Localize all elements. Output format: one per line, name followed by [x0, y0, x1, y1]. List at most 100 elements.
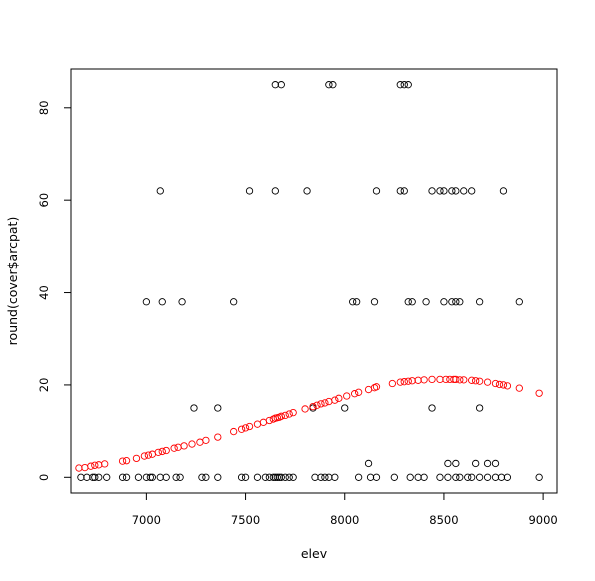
observed-point	[285, 473, 293, 481]
observed-point	[103, 473, 111, 481]
fitted-point	[475, 377, 484, 385]
observed-point	[464, 473, 472, 481]
observed-point	[352, 298, 361, 306]
observed-point	[317, 473, 325, 481]
observed-point	[390, 473, 398, 481]
fitted-point	[87, 462, 95, 470]
x-axis-label: elev	[301, 546, 328, 561]
observed-point	[354, 473, 363, 481]
fitted-point	[354, 388, 363, 396]
observed-point	[503, 473, 512, 481]
observed-point	[134, 473, 143, 481]
observed-point	[142, 298, 151, 306]
observed-point	[456, 473, 464, 481]
x-tick-label: 7500	[231, 513, 260, 527]
fitted-point	[91, 461, 99, 469]
fitted-point	[428, 375, 436, 384]
fitted-point	[335, 394, 343, 402]
fitted-point	[237, 425, 246, 433]
fitted-point	[140, 452, 149, 460]
fitted-point	[158, 447, 166, 456]
fitted-point	[313, 401, 321, 409]
observed-point	[428, 187, 436, 195]
observed-point	[253, 473, 262, 481]
y-tick-label: 40	[37, 285, 51, 300]
fitted-point	[452, 375, 460, 384]
observed-point	[214, 473, 222, 481]
fitted-point	[317, 400, 325, 408]
x-tick-label: 7000	[132, 513, 161, 527]
fitted-point	[472, 377, 480, 385]
fitted-point	[281, 411, 289, 420]
fitted-point	[214, 433, 222, 441]
fitted-point	[495, 380, 504, 389]
fitted-point	[468, 376, 476, 384]
observed-point	[91, 473, 99, 481]
observed-point	[404, 81, 412, 89]
observed-point	[341, 404, 349, 412]
observed-point	[176, 473, 184, 481]
observed-point	[483, 459, 492, 468]
observed-point	[420, 473, 428, 481]
fitted-point	[351, 390, 359, 398]
observed-point	[329, 81, 337, 89]
fitted-point	[515, 384, 523, 392]
fitted-point	[396, 378, 404, 386]
observed-point	[202, 473, 210, 481]
fitted-point	[180, 442, 188, 450]
observed-point	[198, 473, 206, 481]
observed-point	[400, 81, 408, 89]
fitted-point	[285, 410, 293, 418]
fitted-point	[499, 381, 508, 389]
fitted-point	[372, 383, 381, 391]
observed-point	[148, 473, 156, 481]
y-tick-label: 60	[37, 193, 51, 208]
fitted-point	[162, 446, 170, 455]
observed-point	[146, 473, 154, 481]
observed-point	[122, 473, 131, 481]
observed-point	[448, 298, 456, 306]
fitted-point	[388, 379, 397, 388]
observed-point	[396, 187, 404, 195]
observed-point	[349, 298, 357, 306]
observed-point	[515, 298, 523, 306]
observed-point	[422, 298, 430, 306]
observed-point	[370, 298, 379, 306]
fitted-point	[460, 376, 468, 384]
fitted-point	[170, 444, 178, 452]
fitted-point	[188, 440, 196, 448]
observed-point	[261, 473, 270, 481]
observed-point	[452, 473, 460, 481]
y-tick-label: 20	[37, 378, 51, 393]
fitted-point	[144, 451, 153, 459]
observed-point	[475, 404, 484, 412]
observed-point	[230, 298, 238, 306]
y-tick-label: 80	[37, 100, 51, 115]
fitted-point	[483, 378, 492, 386]
x-axis: 7000 7500 8000 8500 9000	[132, 492, 558, 527]
observed-point	[452, 187, 460, 195]
observed-point	[491, 459, 500, 468]
observed-point	[456, 298, 464, 306]
observed-point	[396, 81, 404, 89]
fitted-point	[230, 427, 238, 436]
observed-point	[172, 473, 180, 481]
fitted-point	[277, 412, 285, 420]
y-tick-label: 0	[37, 474, 51, 481]
observed-point	[156, 187, 164, 195]
observed-point	[372, 473, 381, 481]
fitted-point	[442, 375, 450, 384]
observed-point	[277, 473, 285, 481]
fitted-point	[301, 405, 309, 413]
fitted-point	[101, 460, 109, 468]
observed-point	[325, 81, 333, 89]
observed-point	[468, 473, 476, 481]
fitted-point	[321, 399, 329, 407]
data-points	[75, 81, 543, 481]
observed-point	[472, 459, 480, 468]
observed-point	[273, 473, 281, 481]
x-tick-label: 9000	[528, 513, 557, 527]
x-tick-label: 8000	[330, 513, 359, 527]
observed-point	[303, 187, 311, 195]
